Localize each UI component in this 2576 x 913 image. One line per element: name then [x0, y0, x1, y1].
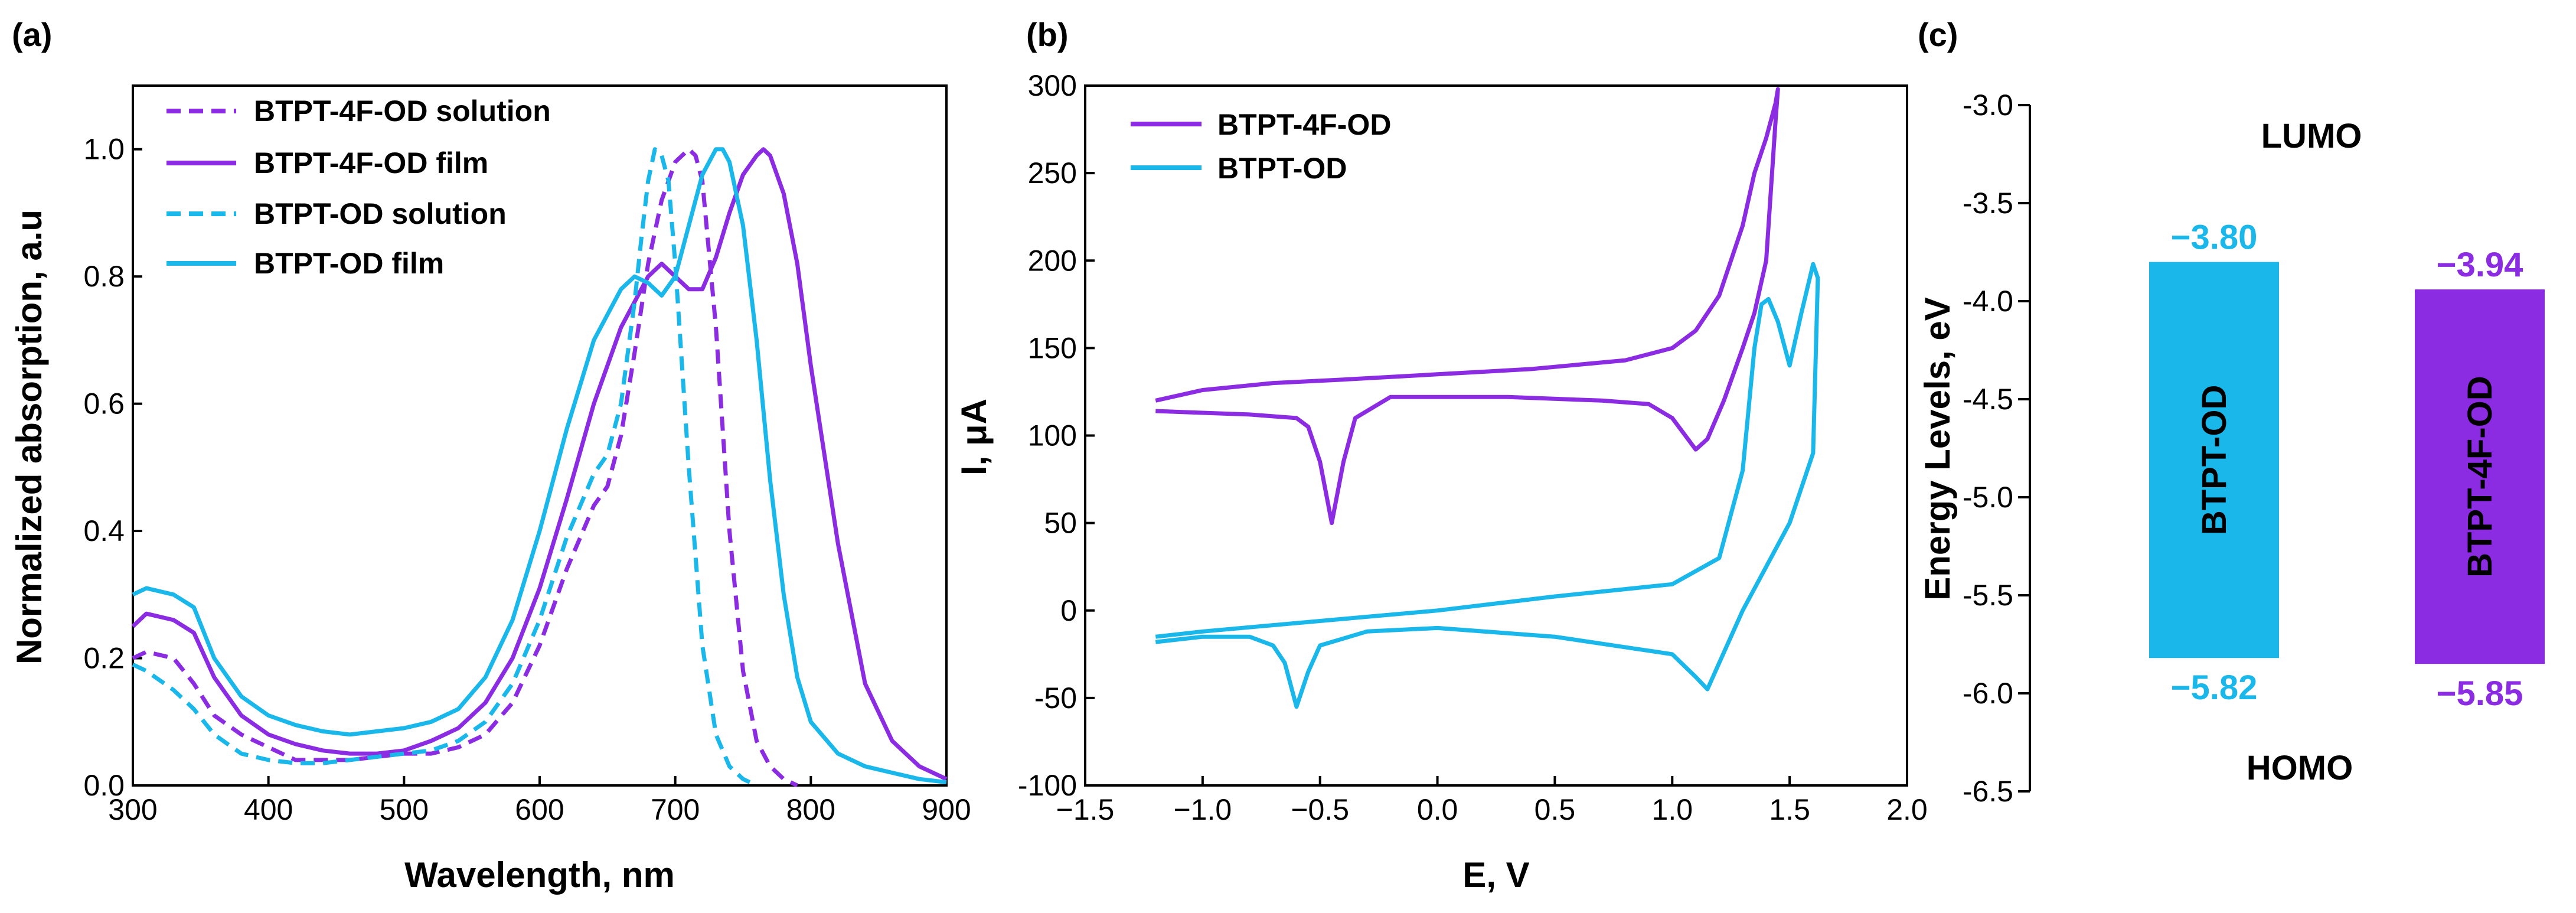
lumo-label: LUMO — [2261, 117, 2362, 155]
panel-a: (a) 0.0 0.2 0.4 0.6 0.8 1.0 300 400 500 600 700 80… — [9, 16, 971, 895]
legend-label-btpt-od-solution: BTPT-OD solution — [254, 197, 507, 230]
b-y-tick-label: 200 — [1028, 244, 1077, 277]
b-y-tick-label: 50 — [1044, 507, 1077, 540]
b-y-tick-label: 250 — [1028, 156, 1077, 190]
panel-b-y-label: I, μA — [954, 399, 994, 475]
panel-b-frame — [1084, 84, 1908, 787]
a-y-tick-label: 0.0 — [83, 769, 125, 802]
a-y-tick-label: 1.0 — [83, 133, 125, 166]
a-x-tick-label: 900 — [922, 793, 971, 826]
a-x-tick-label: 500 — [380, 793, 429, 826]
a-x-tick-label: 600 — [515, 793, 564, 826]
a-x-tick-label: 400 — [244, 793, 293, 826]
panel-a-x-ticks: 300 400 500 600 700 800 900 — [108, 776, 971, 826]
c-y-tick-label: -3.5 — [1963, 187, 2013, 220]
b-y-tick-label: 300 — [1028, 69, 1077, 102]
a-x-tick-label: 800 — [786, 793, 835, 826]
lumo-value-btpt-4f-od: −3.94 — [2437, 246, 2523, 284]
c-y-tick-label: -5.5 — [1963, 579, 2013, 612]
panel-b-x-ticks: −1.5 −1.0 −0.5 0.0 0.5 1.0 1.5 2.0 — [1056, 776, 1928, 826]
a-x-tick-label: 700 — [651, 793, 700, 826]
panel-b: (b) 300 250 200 150 100 50 0 -50 -100 −1.5 −1.0 −0… — [954, 16, 1928, 895]
energy-bar-btpt-4f-od — [2415, 289, 2545, 664]
panel-a-y-label: Normalized absorption, a.u — [9, 210, 49, 664]
c-y-tick-label: -4.5 — [1963, 383, 2013, 416]
b-y-tick-label: 0 — [1060, 594, 1077, 627]
panel-b-x-label: E, V — [1462, 855, 1529, 895]
c-y-tick-label: -6.5 — [1963, 775, 2013, 808]
legend-label-btpt-od-film: BTPT-OD film — [254, 247, 444, 280]
series-btpt-4f-od-film — [131, 147, 948, 781]
a-x-tick-label: 300 — [108, 793, 157, 826]
legend-label-btpt-4f-od: BTPT-4F-OD — [1217, 108, 1391, 141]
panel-b-label: (b) — [1026, 16, 1069, 53]
b-x-tick-label: 1.0 — [1652, 793, 1693, 826]
a-y-tick-label: 0.2 — [83, 642, 125, 675]
series-btpt-od-film — [132, 147, 947, 785]
series-btpt-4f-od-solution — [132, 147, 798, 788]
b-y-tick-label: 150 — [1028, 331, 1077, 364]
legend-label-btpt-4f-od-film: BTPT-4F-OD film — [254, 146, 488, 180]
panel-a-frame — [132, 84, 948, 787]
homo-value-btpt-od: −5.82 — [2171, 669, 2258, 707]
a-y-tick-label: 0.4 — [83, 514, 125, 547]
b-y-tick-label: -100 — [1018, 769, 1077, 802]
b-x-tick-label: −1.5 — [1056, 793, 1115, 826]
panel-c-y-label: Energy Levels, eV — [1918, 297, 1957, 601]
homo-value-btpt-4f-od: −5.85 — [2437, 674, 2523, 713]
b-x-tick-label: 1.5 — [1769, 793, 1810, 826]
energy-bar-label-btpt-od: BTPT-OD — [2195, 385, 2234, 536]
a-y-tick-label: 0.8 — [83, 260, 125, 293]
panel-b-y-ticks: 300 250 200 150 100 50 0 -50 -100 — [1018, 69, 1095, 802]
panel-c-bars: BTPT-OD −3.80 −5.82 BTPT-4F-OD −3.94 −5.85 — [2149, 219, 2545, 713]
series-btpt-od-solution — [132, 147, 758, 788]
b-x-tick-label: 0.0 — [1417, 793, 1458, 826]
b-x-tick-label: 0.5 — [1535, 793, 1576, 826]
b-x-tick-label: 2.0 — [1886, 793, 1928, 826]
b-y-tick-label: -50 — [1034, 682, 1077, 715]
panel-a-legend: BTPT-4F-OD solution BTPT-4F-OD film BTPT… — [166, 94, 551, 280]
panel-a-y-ticks: 0.0 0.2 0.4 0.6 0.8 1.0 — [83, 133, 142, 802]
panel-a-series — [131, 147, 948, 788]
panel-c: (c) -3.0 -3.5 -4.0 -4.5 -5.0 -5.5 -6.0 -6.5 Ene… — [1918, 16, 2545, 808]
a-y-tick-label: 0.6 — [83, 387, 125, 420]
legend-label-btpt-4f-od-solution: BTPT-4F-OD solution — [254, 94, 551, 128]
b-y-tick-label: 100 — [1028, 419, 1077, 452]
cv-btpt-4f-od — [1155, 87, 1780, 526]
cv-btpt-od — [1155, 262, 1820, 709]
c-y-tick-label: -3.0 — [1963, 89, 2013, 122]
energy-bar-label-btpt-4f-od: BTPT-4F-OD — [2461, 376, 2499, 578]
c-y-tick-label: -4.0 — [1963, 285, 2013, 318]
panel-a-x-label: Wavelength, nm — [404, 855, 675, 895]
b-x-tick-label: −1.0 — [1173, 793, 1232, 826]
panel-c-y-ticks: -3.0 -3.5 -4.0 -4.5 -5.0 -5.5 -6.0 -6.5 — [1963, 89, 2030, 808]
homo-label: HOMO — [2247, 749, 2353, 787]
panel-b-series — [1155, 87, 1820, 709]
b-x-tick-label: −0.5 — [1291, 793, 1349, 826]
panel-c-label: (c) — [1918, 16, 1958, 53]
c-y-tick-label: -6.0 — [1963, 677, 2013, 710]
legend-label-btpt-od: BTPT-OD — [1217, 152, 1347, 185]
energy-bar-btpt-od — [2149, 262, 2279, 658]
c-y-tick-label: -5.0 — [1963, 481, 2013, 514]
panel-b-legend: BTPT-4F-OD BTPT-OD — [1131, 108, 1391, 185]
panel-a-label: (a) — [12, 16, 52, 53]
lumo-value-btpt-od: −3.80 — [2171, 219, 2258, 257]
